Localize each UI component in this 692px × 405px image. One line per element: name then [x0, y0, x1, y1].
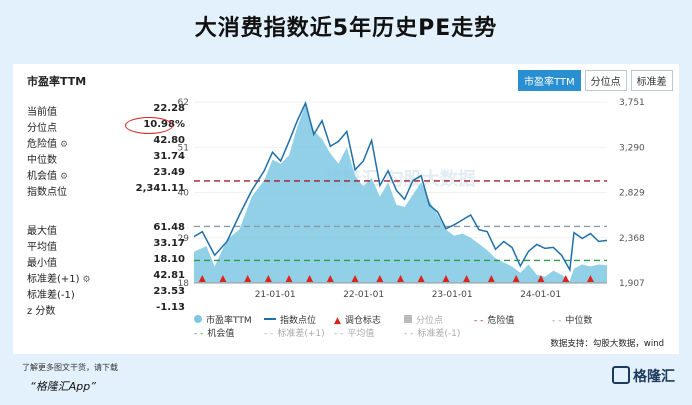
data-source: 数据支持：勾股大数据，wind [550, 339, 664, 349]
stat-label: 分位点 [27, 123, 57, 134]
stat-std-plus: 标准差(+1) ⚙ 42.81 [27, 270, 185, 285]
stat-label: 平均值 [27, 242, 57, 253]
highlight-circle [125, 117, 173, 134]
stat-value: 61.48 [153, 222, 185, 233]
stat-label: 机会值 ⚙ [27, 171, 69, 182]
stat-label: 最小值 [27, 258, 57, 269]
stat-label: 标准差(-1) [27, 290, 75, 301]
footer-hint: 了解更多图文干货，请下载 [22, 363, 118, 372]
stat-value: 18.10 [153, 254, 185, 265]
legend-item[interactable]: 分位点 [404, 313, 443, 326]
stat-value: 33.17 [153, 238, 185, 249]
settings-icon[interactable]: ⚙ [82, 275, 91, 285]
square-swatch-icon [404, 315, 412, 323]
stat-value: 22.28 [153, 103, 185, 114]
dash-swatch-icon: - - [194, 329, 204, 339]
stat-value: 2,341.11 [135, 183, 185, 194]
stat-min: 最小值 18.10 [27, 254, 185, 269]
dash-swatch-icon: - - [264, 329, 274, 339]
settings-icon[interactable]: ⚙ [60, 140, 69, 150]
line-swatch-icon [264, 318, 276, 320]
stat-label: z 分数 [27, 306, 56, 317]
stat-median: 中位数 31.74 [27, 151, 185, 166]
legend-item[interactable]: - - 中位数 [552, 316, 593, 326]
area-swatch-icon [194, 315, 202, 323]
stat-current: 当前值 22.28 [27, 103, 185, 118]
stat-value: 23.49 [153, 167, 185, 178]
stat-danger: 危险值 ⚙ 42.80 [27, 135, 185, 150]
tab-pe-ttm[interactable]: 市盈率TTM [518, 70, 581, 91]
brand-logo-icon [612, 366, 630, 384]
legend-item[interactable]: - - 危险值 [474, 316, 515, 326]
stat-max: 最大值 61.48 [27, 222, 185, 237]
legend-item[interactable]: - - 机会值 [194, 329, 235, 339]
legend-item[interactable]: - - 标准差(-1) [404, 329, 461, 339]
legend-item[interactable]: - - 标准差(+1) [264, 329, 325, 339]
stat-value: 42.80 [153, 135, 185, 146]
dash-swatch-icon: - - [404, 329, 414, 339]
stat-z-score: z 分数 -1.13 [27, 302, 185, 317]
legend-item[interactable]: ▲ 调仓标志 [334, 316, 381, 326]
dash-swatch-icon: - - [474, 316, 484, 326]
stat-value: 42.81 [153, 270, 185, 281]
stat-label: 中位数 [27, 155, 57, 166]
stat-index-level: 指数点位 2,341.11 [27, 183, 185, 198]
legend-item[interactable]: 市盈率TTM [194, 313, 252, 326]
dash-swatch-icon: - - [552, 316, 562, 326]
stat-mean: 平均值 33.17 [27, 238, 185, 253]
stat-label: 指数点位 [27, 187, 67, 198]
stat-value: 31.74 [153, 151, 185, 162]
stat-std-minus: 标准差(-1) 23.53 [27, 286, 185, 301]
panel-heading: 市盈率TTM [27, 75, 87, 88]
settings-icon[interactable]: ⚙ [60, 172, 69, 182]
stat-label: 当前值 [27, 107, 57, 118]
stat-label: 标准差(+1) ⚙ [27, 274, 91, 285]
stat-value: -1.13 [156, 302, 185, 313]
page-title: 大消费指数近5年历史PE走势 [194, 16, 498, 41]
footer-app-name: “格隆汇App” [30, 380, 96, 393]
metric-tabs: 市盈率TTM 分位点 标准差 [518, 70, 673, 91]
tab-std-dev[interactable]: 标准差 [630, 70, 673, 91]
stat-label: 危险值 ⚙ [27, 139, 69, 150]
tab-percentile[interactable]: 分位点 [584, 70, 627, 91]
dash-swatch-icon: - - [334, 329, 344, 339]
triangle-marker-icon: ▲ [334, 316, 341, 326]
brand-logo: 格隆汇 [612, 366, 675, 386]
stat-opportunity: 机会值 ⚙ 23.49 [27, 167, 185, 182]
stat-label: 最大值 [27, 226, 57, 237]
legend-item[interactable]: - - 平均值 [334, 329, 375, 339]
stat-value: 23.53 [153, 286, 185, 297]
legend-item[interactable]: 指数点位 [264, 313, 316, 326]
